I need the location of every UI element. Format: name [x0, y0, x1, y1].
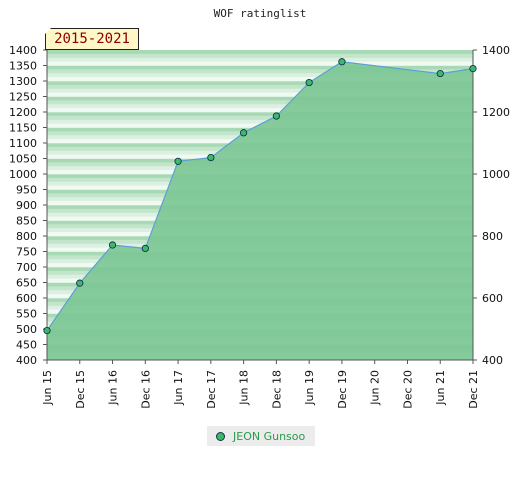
x-tick-label: Jun 21 — [434, 370, 447, 406]
background-band — [47, 115, 473, 121]
left-tick-label: 1250 — [9, 91, 37, 104]
background-band — [47, 84, 473, 90]
x-tick-label: Dec 15 — [74, 370, 87, 409]
left-axis-ticks: 1400 1350 1300 1250 1200 1150 1100 1050 1000 950 9… — [9, 44, 47, 367]
background-band — [47, 77, 473, 82]
x-tick-label: Jun 18 — [238, 370, 251, 406]
series-points — [43, 58, 477, 335]
chart-title: WOF ratinglist — [214, 7, 307, 20]
background-band — [47, 81, 473, 86]
x-tick-label: Dec 18 — [270, 370, 283, 409]
left-tick-label: 600 — [16, 292, 37, 305]
data-point[interactable] — [469, 65, 477, 73]
background-band — [47, 96, 473, 101]
date-range-badge: 2015-2021 — [45, 28, 139, 50]
background-band — [47, 119, 473, 124]
right-tick-label: 1400 — [482, 44, 510, 57]
left-tick-label: 1100 — [9, 137, 37, 150]
left-tick-label: 1150 — [9, 122, 37, 135]
x-tick-label: Jun 19 — [303, 370, 316, 406]
left-tick-label: 500 — [16, 323, 37, 336]
x-tick-label: Jun 17 — [172, 370, 185, 406]
background-band — [47, 53, 473, 59]
x-tick-label: Dec 21 — [467, 370, 480, 409]
left-tick-label: 1350 — [9, 60, 37, 73]
left-tick-label: 950 — [16, 184, 37, 197]
data-point[interactable] — [43, 326, 51, 335]
left-tick-label: 1000 — [9, 168, 37, 181]
background-band — [47, 104, 473, 109]
left-tick-label: 550 — [16, 308, 37, 321]
background-band — [47, 73, 473, 78]
background-band — [47, 88, 473, 93]
legend[interactable]: JEON Gunsoo — [207, 426, 315, 446]
background-band — [47, 92, 473, 97]
background-band — [47, 57, 473, 62]
left-tick-label: 700 — [16, 261, 37, 274]
data-point[interactable] — [305, 78, 313, 87]
left-tick-label: 1400 — [9, 44, 37, 57]
data-point[interactable] — [108, 241, 117, 249]
right-tick-label: 400 — [482, 354, 503, 367]
background-band — [47, 50, 473, 55]
data-point[interactable] — [338, 58, 346, 66]
right-tick-label: 800 — [482, 230, 503, 243]
left-tick-label: 800 — [16, 230, 37, 243]
left-tick-label: 750 — [16, 246, 37, 259]
left-tick-label: 900 — [16, 199, 37, 212]
background-band — [47, 65, 473, 70]
left-tick-label: 1200 — [9, 106, 37, 119]
left-tick-label: 650 — [16, 277, 37, 290]
x-tick-label: Jun 15 — [41, 370, 54, 406]
background-band — [47, 61, 473, 66]
background-band — [47, 112, 473, 117]
background-band — [47, 69, 473, 74]
legend-series-label: JEON Gunsoo — [233, 429, 306, 443]
x-tick-label: Jun 20 — [369, 370, 382, 406]
left-tick-label: 1300 — [9, 75, 37, 88]
x-tick-label: Dec 19 — [336, 370, 349, 409]
series-line — [46, 61, 474, 331]
right-tick-label: 1000 — [482, 168, 510, 181]
left-tick-label: 450 — [16, 339, 37, 352]
background-band — [47, 100, 473, 105]
x-tick-label: Dec 16 — [139, 370, 152, 409]
left-tick-label: 400 — [16, 354, 37, 367]
x-axis-ticks: Jun 15 Dec 15 Jun 16 Dec 16 Jun 17 Dec 17 Jun … — [41, 360, 480, 409]
legend-marker — [216, 431, 225, 441]
x-tick-label: Dec 17 — [205, 370, 218, 409]
data-point[interactable] — [436, 69, 444, 78]
left-tick-label: 1050 — [9, 153, 37, 166]
series-area — [46, 61, 474, 360]
data-point[interactable] — [207, 153, 215, 162]
left-tick-label: 850 — [16, 215, 37, 228]
series-area-fill — [47, 61, 473, 360]
data-point[interactable] — [141, 244, 149, 252]
data-point[interactable] — [174, 157, 182, 165]
right-axis-ticks: 1400 1200 1000 800 600 400 — [473, 44, 510, 367]
right-tick-label: 600 — [482, 292, 503, 305]
data-point[interactable] — [272, 112, 280, 120]
x-tick-label: Jun 16 — [107, 370, 120, 406]
background-band — [47, 108, 473, 113]
data-point[interactable] — [76, 279, 84, 287]
right-tick-label: 1200 — [482, 106, 510, 119]
data-point[interactable] — [240, 129, 248, 137]
x-tick-label: Dec 20 — [401, 370, 414, 409]
